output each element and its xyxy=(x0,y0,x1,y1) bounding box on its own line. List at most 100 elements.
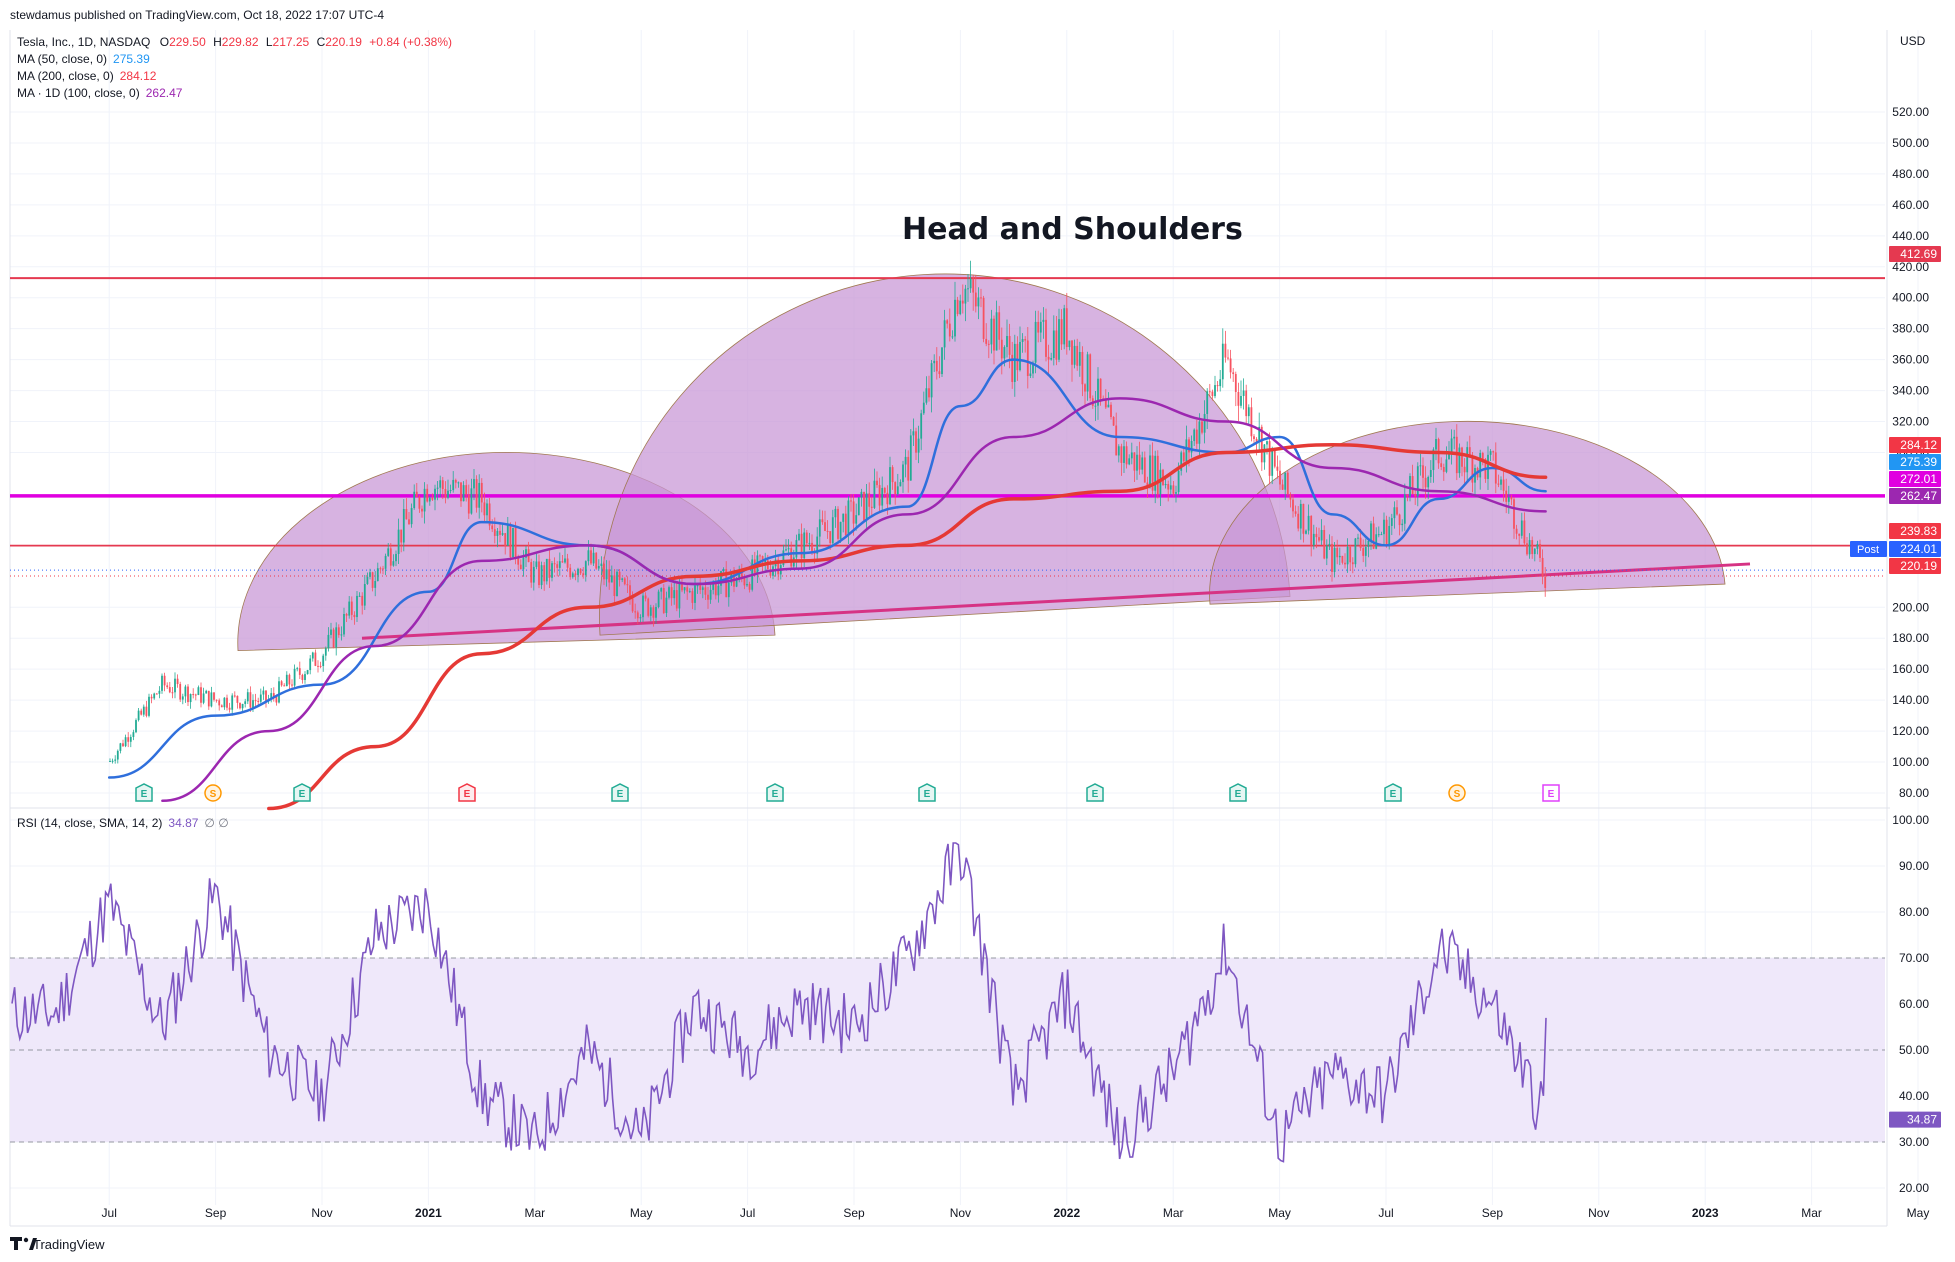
candle-body xyxy=(530,562,533,583)
candle-body xyxy=(795,540,798,558)
candle-body xyxy=(400,529,403,543)
rsi-tag-bg xyxy=(1889,1111,1941,1128)
candle-body xyxy=(1260,426,1263,463)
candle-body xyxy=(1024,339,1027,341)
candle-body xyxy=(1416,466,1419,497)
candle-body xyxy=(350,601,353,615)
candle-body xyxy=(844,513,847,536)
candle-body xyxy=(1216,385,1219,387)
candle-body xyxy=(397,529,400,554)
candle-body xyxy=(920,413,923,439)
open-value: 229.50 xyxy=(169,35,206,49)
candle-body xyxy=(1073,345,1076,365)
candle-body xyxy=(332,629,335,648)
event-letter: S xyxy=(210,789,217,800)
earnings-event-icon[interactable]: E xyxy=(293,783,311,802)
earnings-event-icon[interactable]: E xyxy=(611,783,629,802)
candle-body xyxy=(1492,451,1495,453)
high-value: 229.82 xyxy=(222,35,259,49)
candle-body xyxy=(959,300,962,315)
symbol: Tesla, Inc., 1D, NASDAQ xyxy=(17,35,150,49)
candle-body xyxy=(1466,447,1469,473)
candle-body xyxy=(681,583,683,591)
candle-body xyxy=(701,587,704,590)
candle-body xyxy=(519,564,522,570)
candle-body xyxy=(1208,391,1211,393)
candle-body xyxy=(574,573,577,576)
candle-body xyxy=(1362,548,1365,556)
split-event-icon[interactable]: S xyxy=(1448,784,1466,802)
moving-averages xyxy=(107,358,1548,811)
candle-body xyxy=(340,634,343,636)
candle-body xyxy=(993,318,995,351)
candle-body xyxy=(691,591,694,603)
candle-body xyxy=(426,488,429,502)
earnings-event-icon[interactable]: E xyxy=(1229,783,1247,802)
candle-body xyxy=(1450,438,1453,455)
candle-body xyxy=(652,607,655,618)
time-tick-label: 2021 xyxy=(415,1206,442,1220)
candle-body xyxy=(244,701,247,704)
earnings-event-icon[interactable]: E xyxy=(135,783,153,802)
candle-body xyxy=(337,627,340,636)
candle-body xyxy=(678,583,681,609)
ma200-legend[interactable]: MA (200, close, 0) 284.12 xyxy=(17,69,157,83)
candle-body xyxy=(704,587,707,595)
candle-body xyxy=(444,488,447,498)
candle-body xyxy=(343,613,345,635)
candle-body xyxy=(465,485,468,495)
price-tick-label: 160.00 xyxy=(1892,662,1929,676)
candle-body xyxy=(1117,446,1120,456)
earnings-event-icon[interactable]: E xyxy=(766,783,784,802)
price-tag-284.12: 284.12 xyxy=(1900,438,1937,452)
candle-body xyxy=(213,692,215,700)
candle-body xyxy=(634,611,637,613)
candle-body xyxy=(1390,518,1393,526)
rsi-tick-label: 50.00 xyxy=(1899,1043,1929,1057)
earnings-event-icon[interactable]: E xyxy=(918,783,936,802)
candle-body xyxy=(257,700,260,702)
candle-body xyxy=(298,668,301,675)
candle-body xyxy=(777,559,780,575)
event-letter: S xyxy=(1454,789,1461,800)
ma100-legend[interactable]: MA · 1D (100, close, 0) 262.47 xyxy=(17,86,183,100)
candle-body xyxy=(457,482,460,484)
candle-body xyxy=(889,467,891,505)
candle-body xyxy=(1398,514,1401,526)
candle-body xyxy=(1130,452,1133,459)
candle-body xyxy=(668,587,670,598)
candle-body xyxy=(171,692,174,694)
candle-body xyxy=(330,629,332,635)
candle-body xyxy=(977,297,980,307)
candle-body xyxy=(1544,576,1547,588)
candle-body xyxy=(764,560,767,563)
split-event-icon[interactable]: S xyxy=(204,784,222,802)
candle-body xyxy=(223,697,226,708)
earnings-event-icon[interactable]: E xyxy=(1384,783,1402,802)
candle-body xyxy=(868,493,871,507)
candle-body xyxy=(579,568,582,574)
candle-body xyxy=(1021,339,1024,342)
candle-body xyxy=(1255,438,1258,442)
earnings-event-icon[interactable]: E xyxy=(1086,783,1104,802)
candle-body xyxy=(1039,321,1042,333)
candle-body xyxy=(155,693,158,695)
candle-body xyxy=(252,700,254,708)
earnings-event-icon[interactable]: E xyxy=(1542,784,1560,802)
candle-body xyxy=(1076,345,1079,366)
candle-body xyxy=(548,558,551,578)
candle-body xyxy=(558,561,561,568)
earnings-event-icon[interactable]: E xyxy=(458,783,476,802)
rsi-legend[interactable]: RSI (14, close, SMA, 14, 2) 34.87 ∅ ∅ xyxy=(17,816,229,830)
candle-body xyxy=(1250,407,1253,437)
candle-body xyxy=(1198,421,1201,444)
time-tick-label: Mar xyxy=(1163,1206,1184,1220)
candle-body xyxy=(197,687,200,695)
candle-body xyxy=(569,567,572,578)
rsi-tick-label: 40.00 xyxy=(1899,1089,1929,1103)
candle-body xyxy=(319,665,322,667)
candle-body xyxy=(109,761,111,763)
ma50-legend[interactable]: MA (50, close, 0) 275.39 xyxy=(17,52,150,66)
axes: 520.00 500.00 480.00 460.00 440.00 420.00 400.… xyxy=(102,105,1930,1220)
candle-body xyxy=(356,595,358,618)
